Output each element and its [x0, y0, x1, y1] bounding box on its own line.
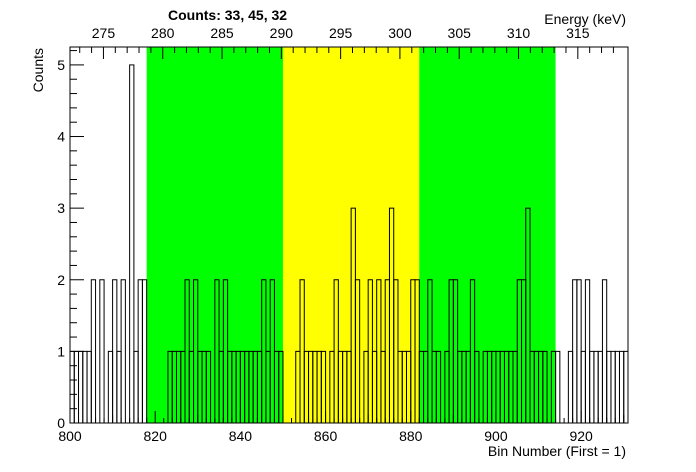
- histogram-bin: [606, 350, 612, 424]
- y-tick-label: 3: [57, 200, 65, 216]
- histogram-bin: [133, 350, 139, 424]
- histogram-bin: [576, 279, 582, 424]
- energy-axis-label: Energy (keV): [544, 11, 626, 27]
- energy-tick-label: 275: [92, 25, 116, 41]
- histogram-bin: [589, 350, 595, 424]
- y-tick-label: 1: [57, 343, 65, 359]
- histogram-bin: [593, 350, 599, 424]
- histogram-bin: [90, 279, 97, 424]
- histogram-bin: [610, 350, 616, 424]
- y-tick-label: 2: [57, 272, 65, 288]
- energy-tick-label: 300: [388, 25, 412, 41]
- x-axis-label: Bin Number (First = 1): [488, 443, 626, 459]
- histogram-bin: [129, 64, 135, 424]
- histogram-bin: [120, 279, 126, 424]
- histogram-bin: [567, 350, 574, 424]
- y-tick-label: 0: [57, 415, 65, 431]
- histogram-bin: [73, 350, 80, 424]
- energy-tick-label: 315: [566, 25, 590, 41]
- histogram-bin: [99, 279, 105, 424]
- energy-tick-label: 310: [507, 25, 531, 41]
- histogram-bin: [107, 350, 114, 424]
- histogram-bin: [601, 279, 608, 424]
- energy-tick-label: 285: [210, 25, 234, 41]
- x-axis-ticks: 800 820 840 860 880 900 920: [58, 411, 625, 444]
- histogram-bin: [618, 350, 625, 424]
- x-tick-label: 820: [144, 428, 168, 444]
- energy-tick-label: 280: [151, 25, 175, 41]
- histogram-bin: [112, 279, 118, 424]
- histogram-bin: [137, 279, 143, 424]
- histogram-bin: [86, 350, 92, 424]
- plot-frame: [69, 46, 629, 424]
- energy-tick-label: 305: [448, 25, 472, 41]
- y-axis-label: Counts: [30, 48, 46, 92]
- y-tick-label: 4: [57, 129, 65, 145]
- histogram-bin: [580, 350, 586, 424]
- energy-tick-label: 295: [329, 25, 353, 41]
- energy-tick-label: 290: [270, 25, 294, 41]
- histogram-bin: [597, 350, 603, 424]
- histogram-bin: [614, 350, 620, 424]
- histogram-bin: [82, 350, 88, 424]
- x-tick-label: 800: [58, 428, 82, 444]
- histogram-bin: [584, 279, 591, 424]
- x-tick-label: 880: [399, 428, 423, 444]
- y-axis-ticks: 0 1 2 3 4 5: [57, 50, 84, 431]
- histogram-bin: [572, 279, 578, 424]
- histogram-bin: [555, 350, 561, 424]
- top-energy-axis-ticks: 275 280 285 290 295 300 305 310 315: [79, 25, 614, 59]
- x-tick-label: 840: [229, 428, 253, 444]
- histogram-bin: [69, 350, 75, 424]
- histogram-bin: [116, 350, 122, 424]
- histogram-bin: [623, 350, 629, 424]
- x-tick-label: 900: [484, 428, 508, 444]
- x-tick-label: 860: [314, 428, 338, 444]
- histogram-bin: [141, 279, 148, 424]
- x-tick-label: 920: [569, 428, 593, 444]
- y-tick-label: 5: [57, 57, 65, 73]
- chart-title: Counts: 33, 45, 32: [168, 7, 287, 23]
- histogram-bin: [78, 350, 84, 424]
